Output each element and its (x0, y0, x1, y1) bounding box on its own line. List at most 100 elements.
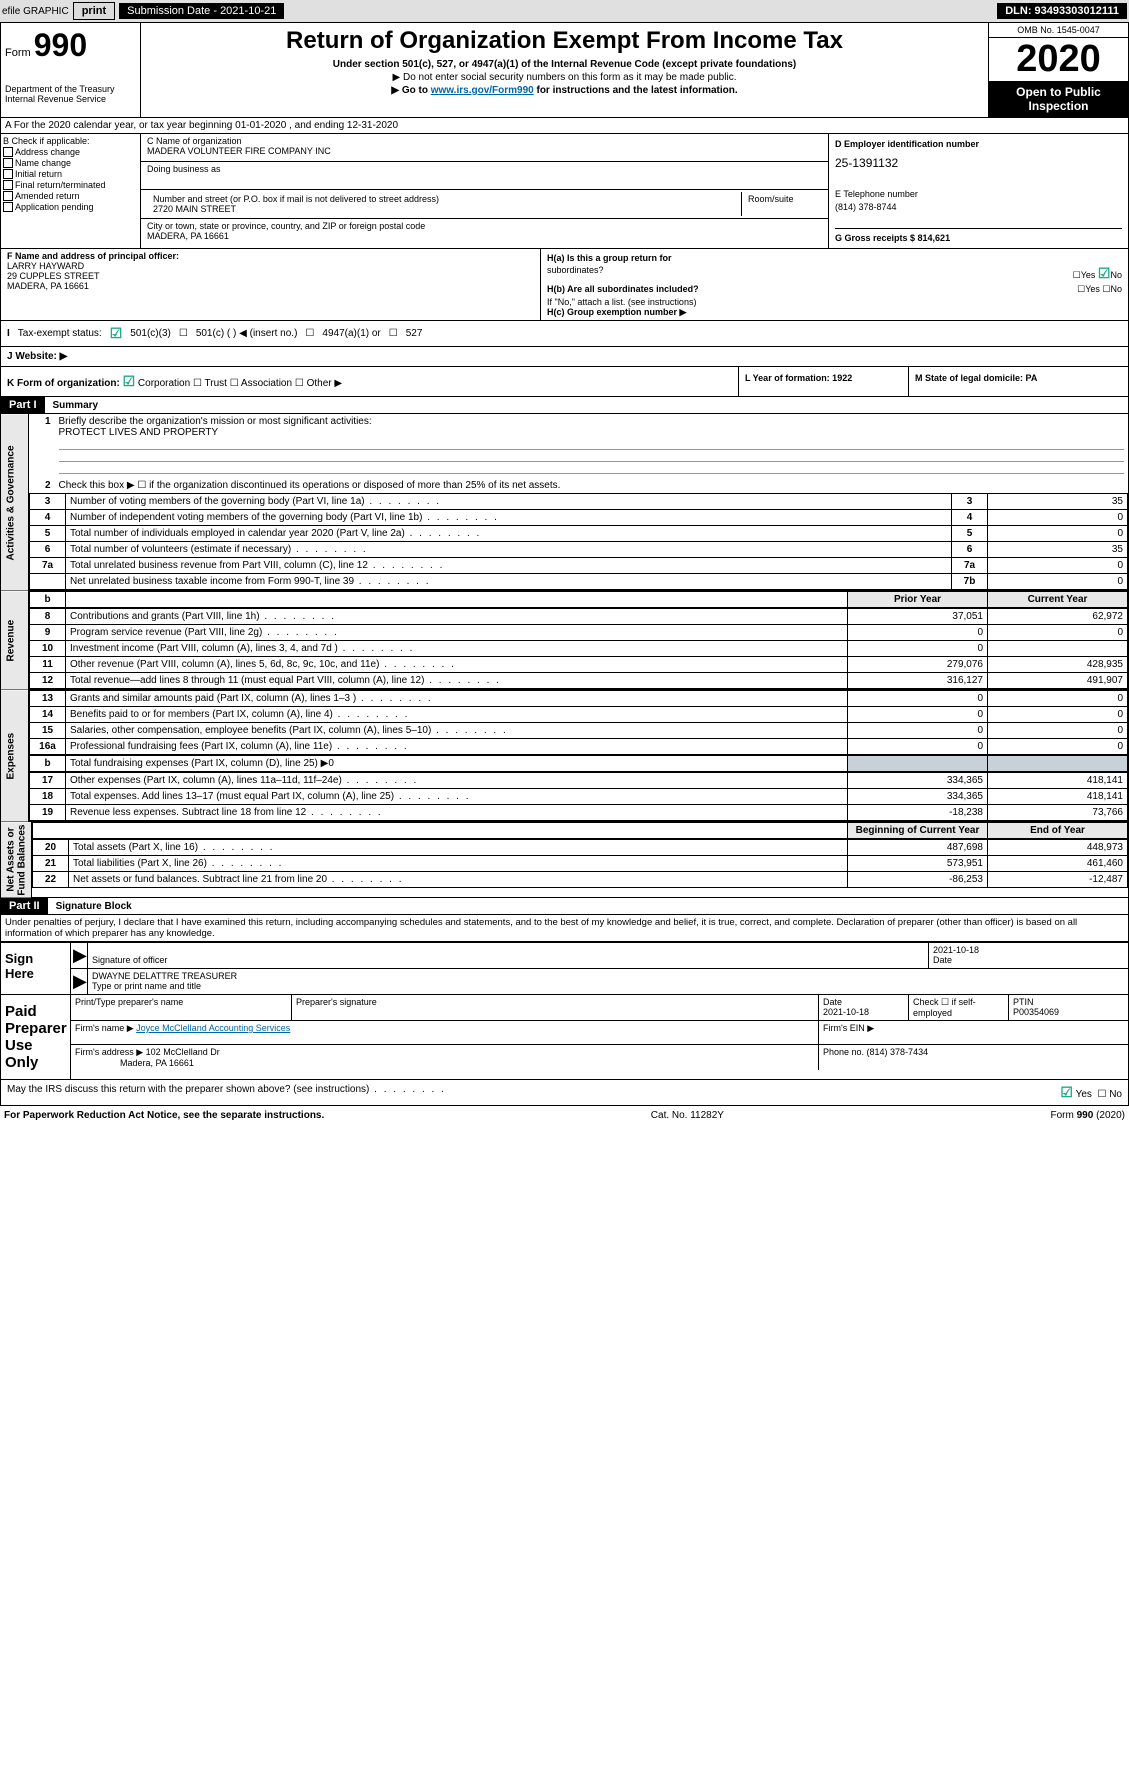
dba-label: Doing business as (147, 164, 822, 174)
row-val: 35 (988, 494, 1128, 510)
row-desc: Total expenses. Add lines 13–17 (must eq… (66, 789, 848, 805)
form-note1: ▶ Do not enter social security numbers o… (145, 72, 984, 83)
no-label: No (1110, 270, 1122, 280)
room-label: Room/suite (742, 192, 822, 216)
arrow-icon: ▶ (71, 969, 87, 994)
part1-title: Summary (45, 398, 107, 413)
row-num: 5 (30, 526, 66, 542)
part2-title: Signature Block (48, 899, 140, 914)
row-desc: Salaries, other compensation, employee b… (66, 723, 848, 739)
form-subtitle: Under section 501(c), 527, or 4947(a)(1)… (145, 59, 984, 70)
footer-mid: Cat. No. 11282Y (651, 1110, 724, 1121)
check-icon: ☑ (1060, 1084, 1073, 1100)
row-num: 17 (30, 773, 66, 789)
ha-sub: subordinates? (547, 265, 604, 282)
col-b-label: B Check if applicable: (3, 136, 138, 146)
revenue-table: Revenue bPrior YearCurrent Year 8Contrib… (0, 591, 1129, 690)
paid-label: Paid Preparer Use Only (1, 995, 71, 1079)
prep-sig-label: Preparer's signature (291, 995, 818, 1020)
k-assoc: Association (241, 378, 292, 389)
firm-name-label: Firm's name ▶ (75, 1023, 134, 1033)
opt-501c3: 501(c)(3) (130, 328, 171, 339)
row-desc: Total number of individuals employed in … (66, 526, 952, 542)
row-num: 16a (30, 739, 66, 755)
prior-val: -86,253 (848, 872, 988, 888)
prior-val: 0 (848, 625, 988, 641)
row-desc: Total number of volunteers (estimate if … (66, 542, 952, 558)
form-header: Form 990 Department of the Treasury Inte… (0, 22, 1129, 118)
l2-desc: Check this box ▶ ☐ if the organization d… (55, 478, 1129, 493)
row-desc: Other expenses (Part IX, column (A), lin… (66, 773, 848, 789)
current-val (988, 641, 1128, 657)
org-name: MADERA VOLUNTEER FIRE COMPANY INC (147, 146, 822, 156)
year: 2020 (1099, 1110, 1121, 1121)
dept-label: Department of the Treasury Internal Reve… (5, 84, 136, 104)
current-val: 448,973 (988, 840, 1128, 856)
row-val: 35 (988, 542, 1128, 558)
signer-name: DWAYNE DELATTRE TREASURER (92, 971, 237, 981)
print-button[interactable]: print (73, 2, 115, 20)
form-label: Form (5, 47, 31, 59)
irs-link[interactable]: www.irs.gov/Form990 (431, 85, 534, 96)
check-icon: ☑ (123, 373, 136, 389)
chk-app[interactable] (3, 202, 13, 212)
opt-4947: 4947(a)(1) or (322, 328, 380, 339)
l1-val: PROTECT LIVES AND PROPERTY (59, 427, 219, 438)
submission-date: Submission Date - 2021-10-21 (119, 3, 284, 19)
prior-val: 334,365 (848, 773, 988, 789)
hb-note: If "No," attach a list. (see instruction… (547, 297, 1122, 307)
current-val: 0 (988, 723, 1128, 739)
current-hdr: Current Year (988, 592, 1128, 608)
chk-label: Address change (15, 147, 80, 157)
tax-label: Tax-exempt status: (18, 328, 102, 339)
website-label: J Website: ▶ (7, 351, 67, 362)
officer-addr2: MADERA, PA 16661 (7, 281, 534, 291)
row-num: 6 (30, 542, 66, 558)
k-other: Other ▶ (307, 378, 342, 389)
firm-phone: Phone no. (814) 378-7434 (818, 1045, 1128, 1070)
check-icon: ☑ (1098, 265, 1111, 281)
prior-val: 0 (848, 691, 988, 707)
row-num: 7a (30, 558, 66, 574)
section-bcd: B Check if applicable: Address change Na… (0, 134, 1129, 249)
ha-label: H(a) Is this a group return for (547, 253, 672, 263)
header-bar: efile GRAPHIC print Submission Date - 20… (0, 0, 1129, 22)
ein-label: D Employer identification number (835, 139, 979, 149)
chk-initial[interactable] (3, 169, 13, 179)
current-val: 0 (988, 707, 1128, 723)
chk-label: Application pending (15, 202, 94, 212)
expenses-table: Expenses 13Grants and similar amounts pa… (0, 690, 1129, 822)
current-val: -12,487 (988, 872, 1128, 888)
row-box: 7a (952, 558, 988, 574)
form-title: Return of Organization Exempt From Incom… (145, 27, 984, 55)
part1-bar: Part I Summary (0, 397, 1129, 414)
yes-label: Yes (1076, 1089, 1092, 1100)
firm-link[interactable]: Joyce McClelland Accounting Services (136, 1023, 290, 1033)
sig-officer-label: Signature of officer (92, 955, 167, 965)
row-desc: Program service revenue (Part VIII, line… (66, 625, 848, 641)
row-num: 19 (30, 805, 66, 821)
row-num: 10 (30, 641, 66, 657)
chk-address[interactable] (3, 147, 13, 157)
street-addr: 2720 MAIN STREET (153, 204, 735, 214)
tax-status-row: I Tax-exempt status: ☑501(c)(3) ☐ 501(c)… (0, 321, 1129, 347)
note2-pre: ▶ Go to (391, 85, 430, 96)
yes-label: Yes (1081, 270, 1096, 280)
note2-post: for instructions and the latest informat… (534, 85, 738, 96)
side-net: Net Assets or Fund Balances (1, 822, 32, 898)
side-expenses: Expenses (1, 690, 29, 822)
chk-final[interactable] (3, 180, 13, 190)
chk-amended[interactable] (3, 191, 13, 201)
ein-value: 25-1391132 (835, 156, 1122, 170)
website-row: J Website: ▶ (0, 347, 1129, 367)
part2-bar: Part II Signature Block (0, 898, 1129, 915)
row-num: 11 (30, 657, 66, 673)
prior-val: 316,127 (848, 673, 988, 689)
b-cell: b (30, 592, 66, 608)
row-desc: Net assets or fund balances. Subtract li… (69, 872, 848, 888)
current-val: 418,141 (988, 789, 1128, 805)
prep-date: Date 2021-10-18 (818, 995, 908, 1020)
chk-name[interactable] (3, 158, 13, 168)
current-val: 0 (988, 625, 1128, 641)
row-num: 22 (33, 872, 69, 888)
